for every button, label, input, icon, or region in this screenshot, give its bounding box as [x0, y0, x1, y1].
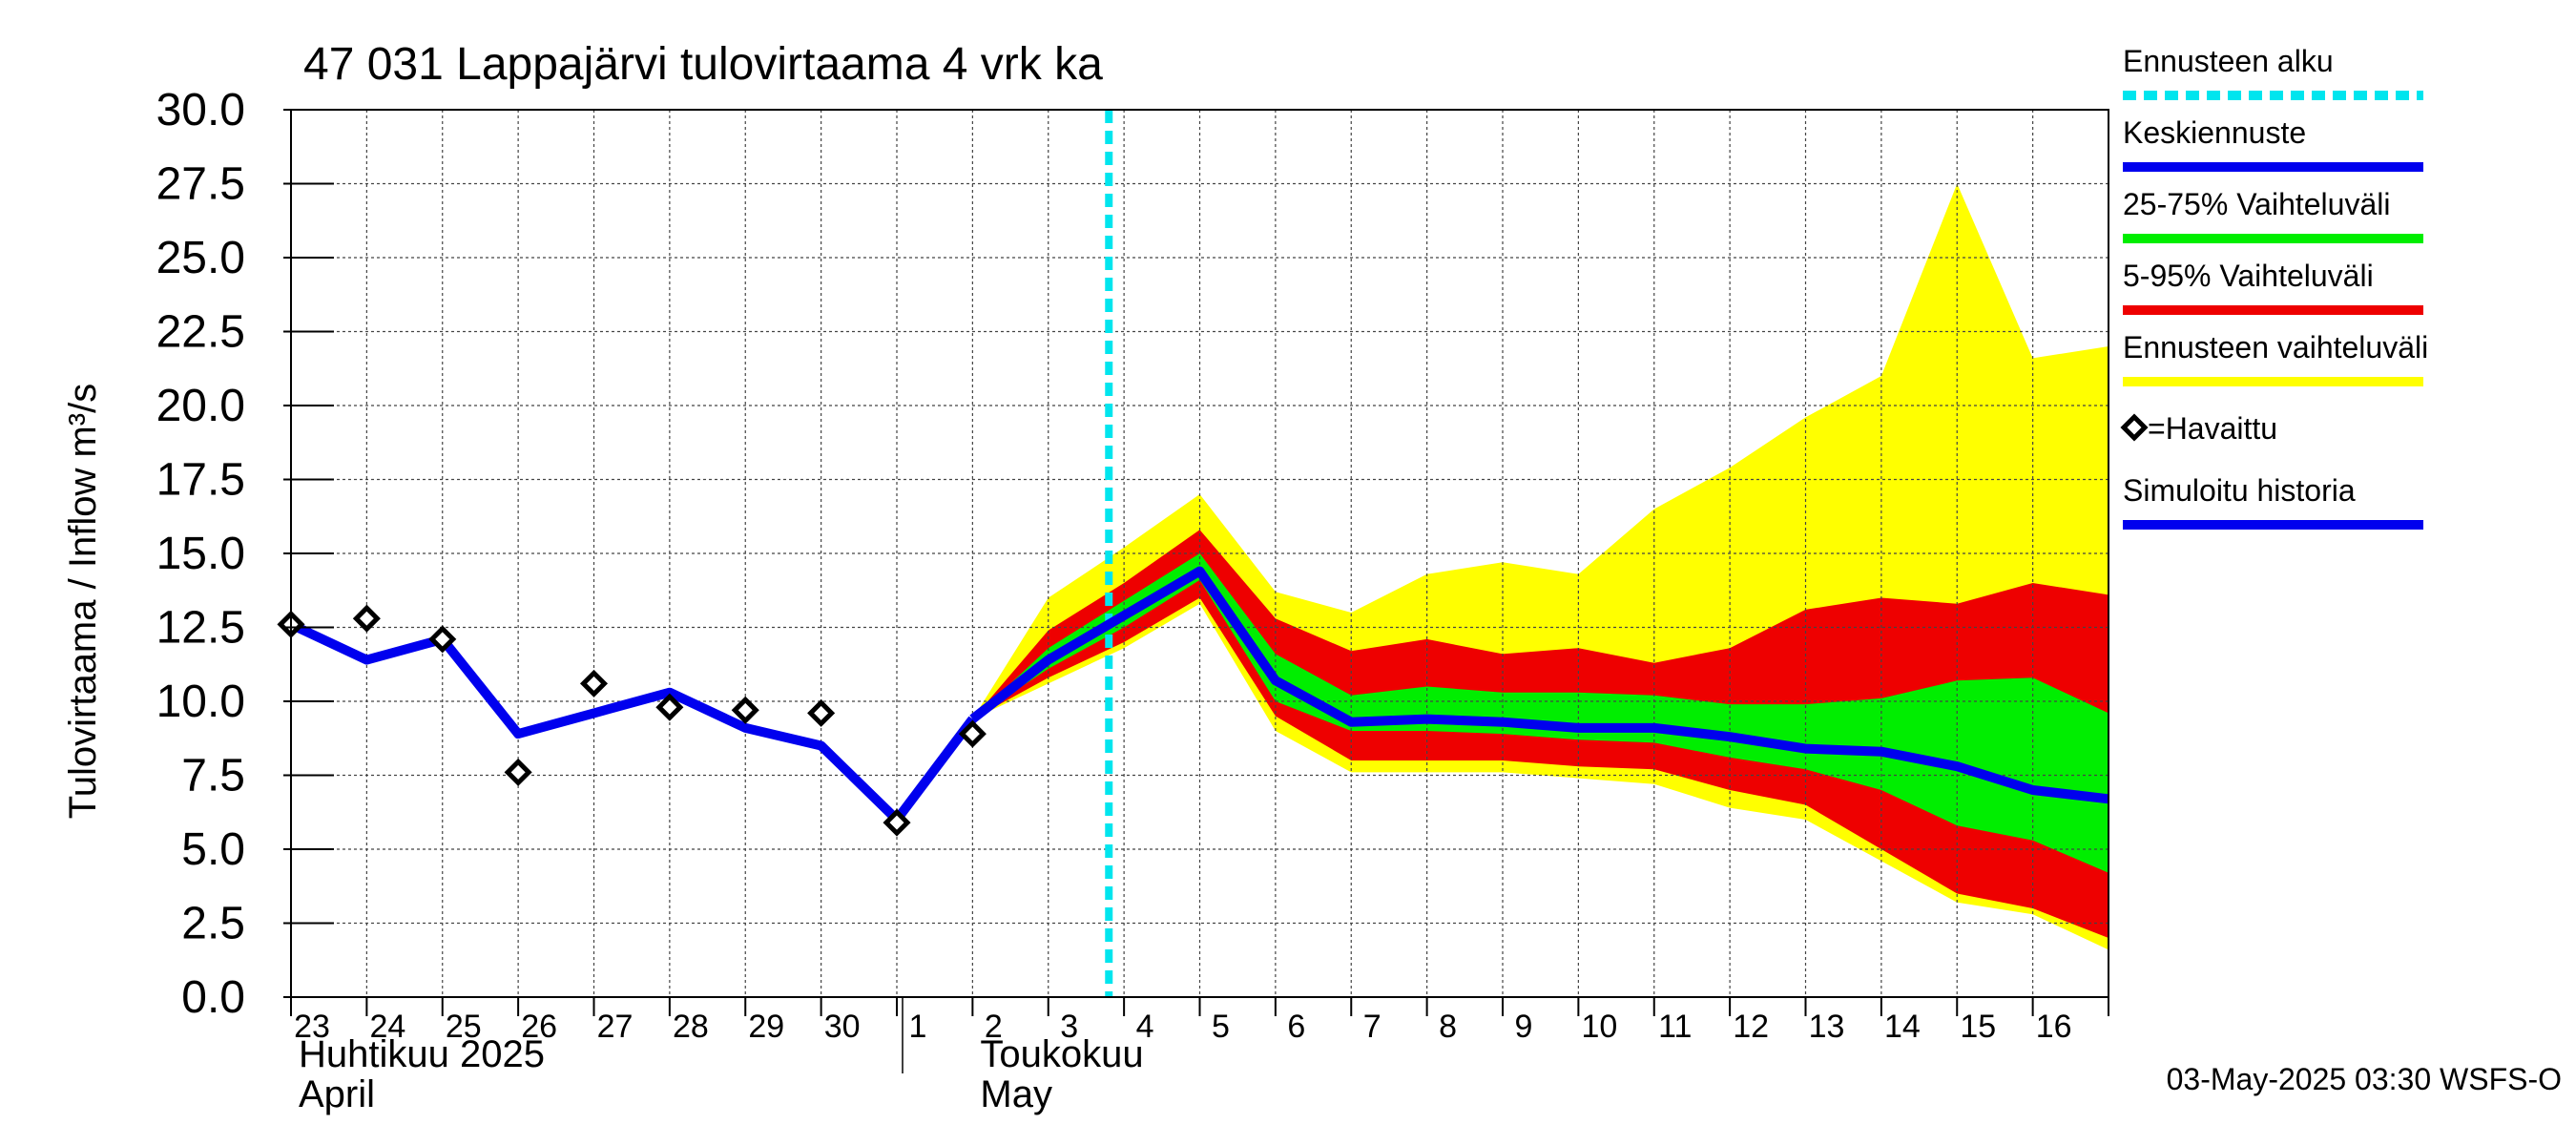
axes: 0.0 2.5 5.0 7.5 10.0 12.5 15.0 17.5 20.0 22.5 25.0… [156, 85, 2109, 1115]
legend: Ennusteen alku Keskiennuste 25-75% Vaihtel… [2120, 44, 2428, 530]
y-axis-label: Tulovirtaama / Inflow m³/s [62, 384, 104, 819]
observed-point [428, 625, 457, 654]
month-label-en: April [299, 1073, 375, 1115]
legend-label: Ennusteen alku [2123, 44, 2334, 78]
x-tick-label: 8 [1439, 1009, 1457, 1045]
month-label-en: May [980, 1073, 1052, 1115]
observed-point [352, 604, 381, 633]
y-tick-label: 0.0 [181, 972, 245, 1023]
y-tick-label: 15.0 [156, 529, 245, 579]
median-forecast-line [969, 566, 2109, 804]
y-tick-label: 17.5 [156, 455, 245, 506]
y-tick-label: 2.5 [181, 899, 245, 949]
forecast-bands [972, 183, 2109, 950]
observed-point [958, 719, 987, 748]
y-tick-label: 7.5 [181, 751, 245, 802]
y-tick-label: 5.0 [181, 824, 245, 875]
grid-lines [291, 110, 2109, 997]
x-tick-label: 26 [521, 1009, 557, 1045]
x-tick-label: 7 [1363, 1009, 1381, 1045]
footer-timestamp: 03-May-2025 03:30 WSFS-O [2167, 1062, 2562, 1096]
legend-label: Simuloitu historia [2123, 473, 2356, 508]
x-tick-label: 24 [369, 1009, 405, 1045]
x-tick-label: 9 [1515, 1009, 1533, 1045]
x-tick-label: 28 [673, 1009, 709, 1045]
x-tick-label: 4 [1136, 1009, 1154, 1045]
x-tick-label: 29 [748, 1009, 784, 1045]
legend-label: 5-95% Vaihteluväli [2123, 259, 2374, 293]
observed-point [731, 696, 759, 724]
legend-label: Keskiennuste [2123, 115, 2306, 150]
x-tick-label: 13 [1809, 1009, 1845, 1045]
legend-label: 25-75% Vaihteluväli [2123, 187, 2390, 221]
x-tick-label: 15 [1960, 1009, 1996, 1045]
x-tick-label: 11 [1658, 1009, 1692, 1045]
month-label: Toukokuu [980, 1033, 1143, 1075]
observed-markers [277, 604, 987, 837]
observed-point [883, 808, 911, 837]
observed-point [504, 758, 532, 786]
simulated-history-line [288, 619, 977, 824]
x-tick-label: 30 [824, 1009, 861, 1045]
x-tick-label: 27 [597, 1009, 634, 1045]
series-lines [288, 110, 2109, 997]
legend-marker [2120, 413, 2149, 442]
chart-title: 47 031 Lappajärvi tulovirtaama 4 vrk ka [303, 39, 1103, 90]
x-tick-label: 10 [1581, 1009, 1617, 1045]
legend-label: =Havaittu [2148, 411, 2277, 446]
observed-point [655, 693, 684, 721]
legend-label: Ennusteen vaihteluväli [2123, 330, 2428, 364]
x-tick-label: 1 [909, 1009, 927, 1045]
x-tick-label: 25 [446, 1009, 482, 1045]
x-tick-label: 3 [1060, 1009, 1078, 1045]
y-tick-label: 30.0 [156, 85, 245, 135]
month-label: Huhtikuu 2025 [299, 1033, 545, 1075]
y-tick-label: 25.0 [156, 233, 245, 283]
y-tick-label: 10.0 [156, 677, 245, 727]
observed-point [579, 669, 609, 697]
x-tick-label: 6 [1287, 1009, 1305, 1045]
x-tick-label: 16 [2036, 1009, 2072, 1045]
y-tick-label: 20.0 [156, 381, 245, 431]
x-tick-label: 5 [1212, 1009, 1230, 1045]
y-tick-label: 27.5 [156, 159, 245, 210]
x-tick-label: 14 [1884, 1009, 1921, 1045]
band-25-75 [972, 553, 2109, 873]
observed-point [807, 698, 836, 727]
x-tick-label: 23 [294, 1009, 330, 1045]
x-tick-label: 12 [1733, 1009, 1769, 1045]
x-tick-label: 2 [985, 1009, 1003, 1045]
y-tick-label: 12.5 [156, 603, 245, 654]
y-tick-label: 22.5 [156, 307, 245, 358]
